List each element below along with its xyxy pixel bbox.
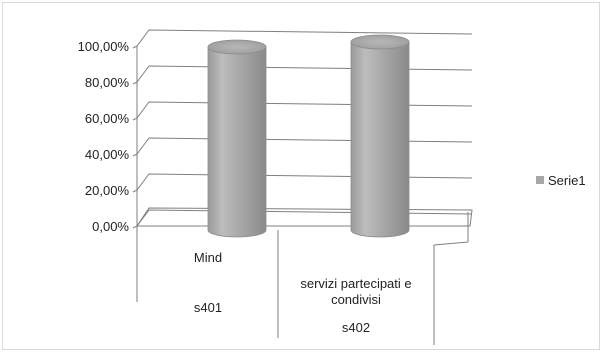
bar-top (350, 34, 410, 50)
gridline (132, 65, 473, 85)
category-label-line: servizi partecipati e (300, 276, 411, 291)
gridline (132, 209, 473, 229)
category-label-line: condivisi (331, 292, 381, 307)
legend-label: Serie1 (548, 173, 586, 188)
legend: Serie1 (536, 173, 586, 188)
legend-swatch (536, 176, 544, 184)
y-axis-tick-labels: 0,00% 20,00% 40,00% 60,00% 80,00% 100,00% (78, 39, 130, 234)
category-label: Mind (194, 250, 222, 265)
bar-body (350, 41, 410, 238)
y-tick-label: 40,00% (85, 147, 130, 162)
category-group-label: s401 (194, 300, 222, 315)
category-label: servizi partecipati e condivisi (300, 276, 411, 307)
bar-body (207, 46, 267, 238)
y-tick-label: 0,00% (92, 219, 129, 234)
gridlines (132, 29, 473, 229)
bar-top (207, 39, 267, 55)
bar-cylinder (350, 34, 410, 238)
y-tick-label: 20,00% (85, 183, 130, 198)
bars (207, 34, 410, 238)
category-group-label: s402 (342, 320, 370, 335)
gridline (132, 137, 473, 157)
y-tick-label: 60,00% (85, 111, 130, 126)
category-axis-table: Mind s401 servizi partecipati e condivisi s4… (136, 212, 469, 345)
gridline (132, 101, 473, 121)
gridline (132, 29, 473, 49)
chart-walls (136, 46, 473, 227)
y-tick-label: 80,00% (85, 75, 130, 90)
category-label-line: Mind (194, 250, 222, 265)
bar-cylinder (207, 39, 267, 238)
gridline (132, 173, 473, 193)
y-tick-label: 100,00% (78, 39, 130, 54)
